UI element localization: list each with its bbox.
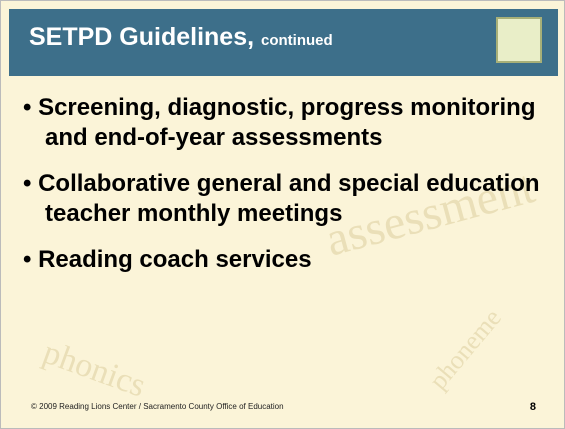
title: SETPD Guidelines, continued <box>29 23 333 52</box>
bullet: Screening, diagnostic, progress monitori… <box>23 93 543 153</box>
svg-text:phoneme: phoneme <box>423 303 506 395</box>
bullet: Collaborative general and special educat… <box>23 169 543 229</box>
page-number: 8 <box>530 401 536 413</box>
footer-credit: © 2009 Reading Lions Center / Sacramento… <box>31 402 284 411</box>
logo <box>496 17 542 63</box>
bullet-list: Screening, diagnostic, progress monitori… <box>23 93 543 291</box>
title-text: SETPD Guidelines, <box>29 23 254 51</box>
svg-text:phonics: phonics <box>38 334 150 405</box>
slide: assessment phonics phoneme SETPD Guideli… <box>0 0 565 429</box>
bullet: Reading coach services <box>23 245 543 275</box>
subtitle: continued <box>261 32 333 49</box>
